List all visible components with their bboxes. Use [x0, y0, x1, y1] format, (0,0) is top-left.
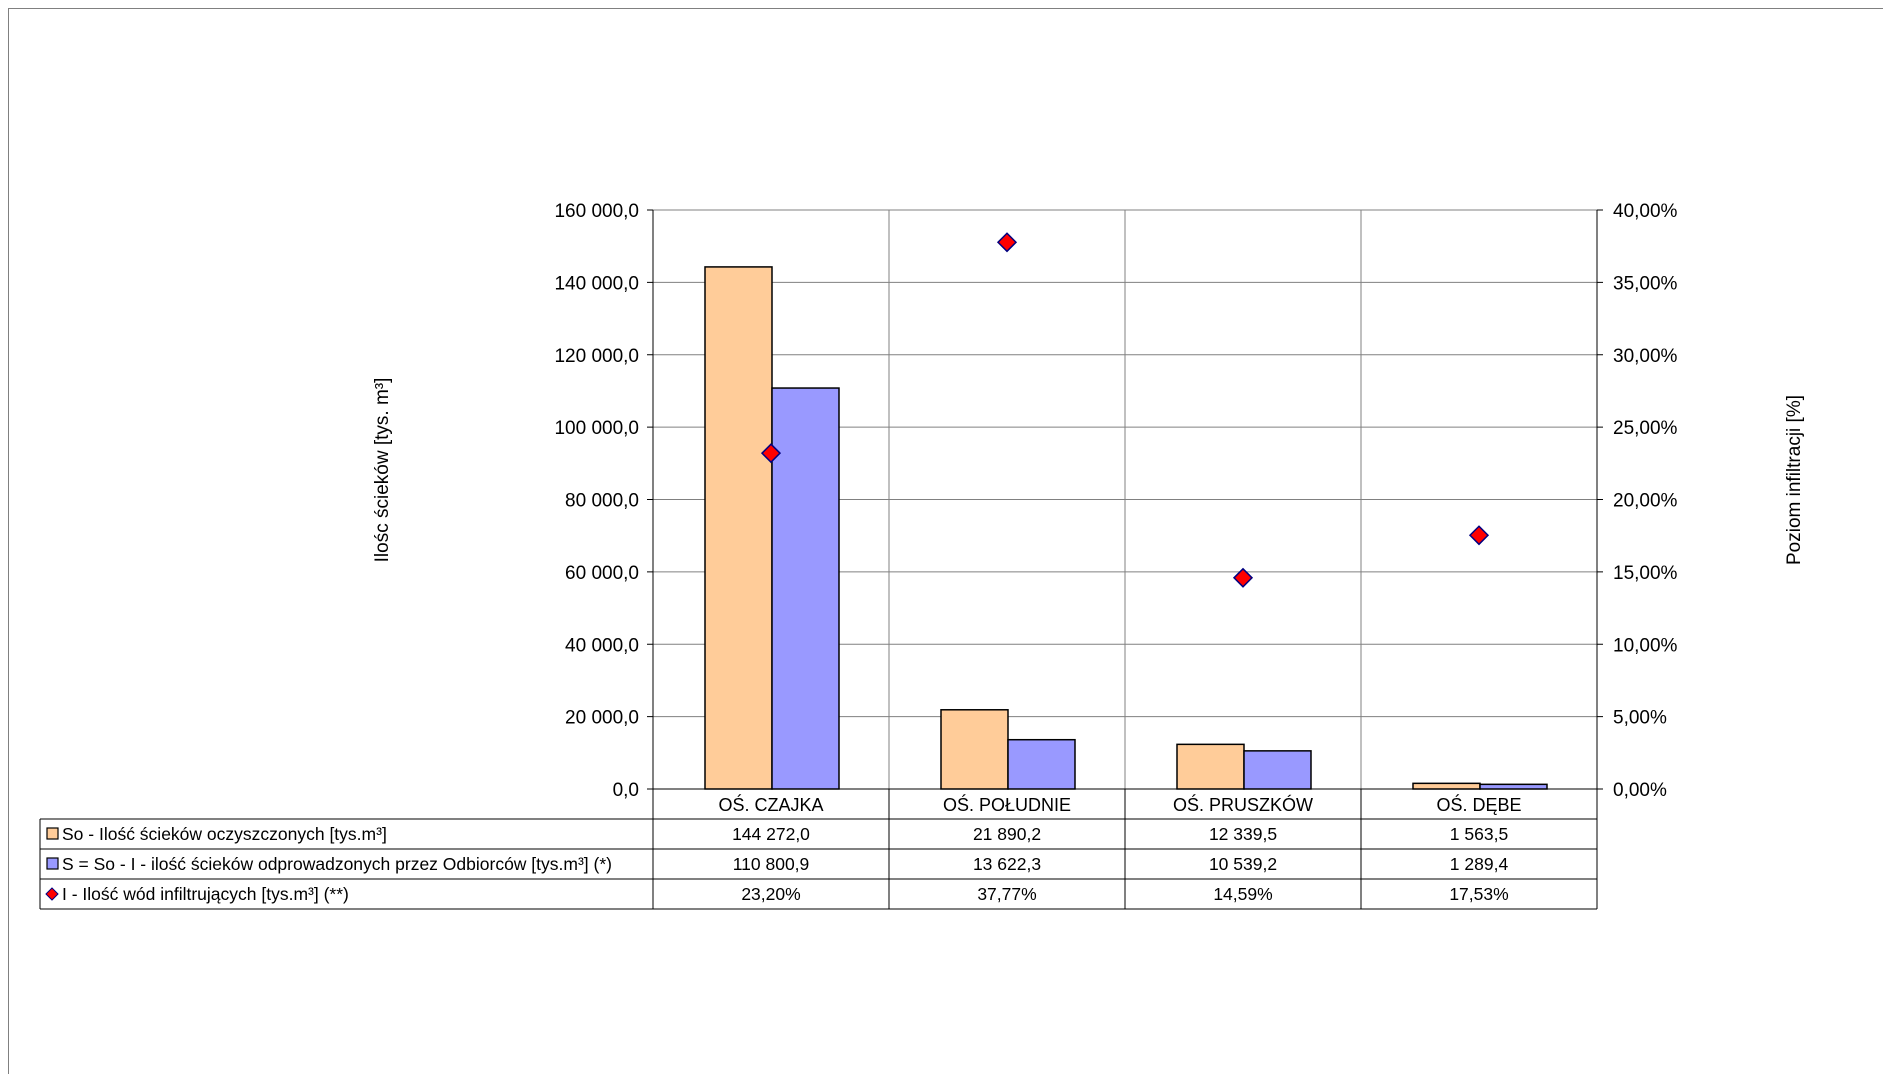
y-tick-label: 120 000,0	[554, 346, 639, 367]
data-table-value: 14,59%	[1213, 884, 1272, 904]
y2-tick-label: 5,00%	[1613, 708, 1667, 729]
data-table-value: 110 800,9	[733, 854, 810, 874]
legend-entry: So - Ilość ścieków oczyszczonych [tys.m³…	[62, 824, 387, 844]
bar-s	[1480, 784, 1547, 789]
data-table-value: 10 539,2	[1209, 854, 1277, 874]
bar-s	[1008, 740, 1075, 789]
y2-tick-label: 30,00%	[1613, 346, 1678, 367]
data-table-value: 12 339,5	[1209, 824, 1277, 844]
bar-so	[1177, 744, 1244, 789]
y-tick-label: 0,0	[613, 780, 639, 801]
y-tick-label: 80 000,0	[565, 491, 639, 512]
bar-so	[1413, 783, 1480, 789]
data-table-value: 13 622,3	[973, 854, 1041, 874]
bar-s	[1244, 751, 1311, 789]
y-axis-title: Ilośc ścieków [tys. m³]	[372, 378, 393, 563]
y-tick-label: 40 000,0	[565, 635, 639, 656]
y2-tick-label: 40,00%	[1613, 201, 1678, 222]
data-table-value: 17,53%	[1449, 884, 1508, 904]
legend-key-so	[47, 828, 58, 839]
x-tick-label: OŚ. DĘBE	[1436, 794, 1521, 815]
y2-tick-label: 25,00%	[1613, 418, 1678, 439]
y2-tick-label: 35,00%	[1613, 273, 1678, 294]
data-table-value: 37,77%	[977, 884, 1036, 904]
legend-entry: S = So - I - ilość ścieków odprowadzonyc…	[62, 854, 612, 874]
legend-key-s	[47, 858, 58, 869]
x-tick-label: OŚ. CZAJKA	[718, 794, 823, 815]
chart-frame	[9, 9, 1883, 1075]
data-table-value: 23,20%	[741, 884, 800, 904]
x-tick-label: OŚ. PRUSZKÓW	[1173, 794, 1313, 815]
legend-entry: I - Ilość wód infiltrujących [tys.m³] (*…	[62, 884, 349, 904]
y-tick-label: 60 000,0	[565, 563, 639, 584]
y2-tick-label: 0,00%	[1613, 780, 1667, 801]
y2-tick-label: 10,00%	[1613, 635, 1678, 656]
bar-so	[941, 710, 1008, 789]
y-tick-label: 140 000,0	[554, 273, 639, 294]
data-table-value: 1 289,4	[1450, 854, 1509, 874]
bar-s	[772, 388, 839, 789]
y-tick-label: 160 000,0	[554, 201, 639, 222]
y-tick-label: 20 000,0	[565, 708, 639, 729]
bar-so	[705, 267, 772, 789]
data-table-value: 144 272,0	[732, 824, 810, 844]
x-tick-label: OŚ. POŁUDNIE	[943, 794, 1071, 815]
data-table-value: 21 890,2	[973, 824, 1041, 844]
y2-tick-label: 15,00%	[1613, 563, 1678, 584]
data-table-value: 1 563,5	[1450, 824, 1508, 844]
y2-axis-title: Poziom infiltracji [%]	[1784, 395, 1805, 565]
y2-tick-label: 20,00%	[1613, 491, 1678, 512]
y-tick-label: 100 000,0	[554, 418, 639, 439]
